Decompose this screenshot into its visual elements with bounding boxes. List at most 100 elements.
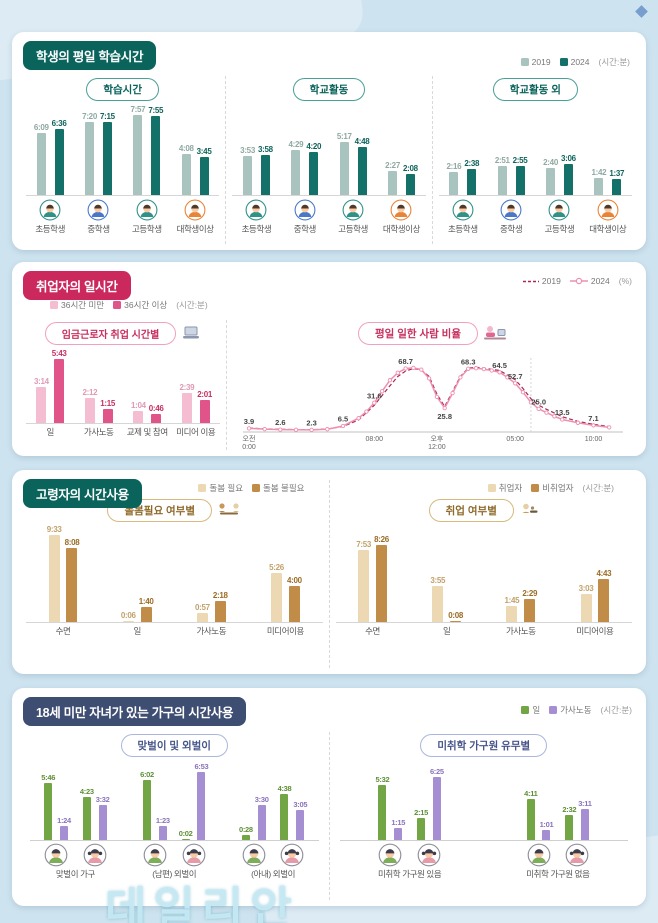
- category-label: 미디어 이용: [176, 427, 216, 437]
- bar-value: 1:40: [138, 596, 154, 606]
- chart-title-pill: 임금근로자 취업 시간별: [44, 321, 177, 345]
- line-marker-swatch-icon: [569, 277, 588, 285]
- section-title-households: 18세 미만 자녀가 있는 가구의 시간사용: [23, 697, 247, 726]
- legend-item: 돌봄 필요: [198, 482, 243, 494]
- wife-avatar-icon: [83, 843, 107, 867]
- bar-value: 7:55: [148, 105, 164, 115]
- legend-employ: 취업자 비취업자 (시간:분): [336, 480, 633, 495]
- student-avatar-icon: [171, 199, 219, 221]
- category-label: 고등학생: [131, 224, 162, 234]
- bar-series-2: [467, 168, 477, 195]
- avatars-row: [232, 199, 425, 221]
- chart-panel-study: 학습시간 6:09 6:36 7:20 7:15 7:57 7:55 4:08 3:45 초등학생…: [20, 76, 225, 244]
- household-member: 2:15 6:25: [414, 760, 444, 867]
- bar-series-1: [497, 166, 507, 195]
- bar-value: 4:20: [306, 141, 322, 151]
- legend-label: 돌봄 불필요: [263, 482, 305, 493]
- grouped-bars: 5:46 1:24 4:23 3:32 6:02 1:23 0:02 6:53 0:28 3:30…: [26, 760, 323, 867]
- bar-series-1: [84, 398, 95, 423]
- bar-series-2: [296, 809, 305, 840]
- legend-label: 가사노동: [560, 705, 592, 715]
- svg-text:2.6: 2.6: [275, 418, 285, 427]
- category-label: 일: [442, 626, 451, 636]
- cook-icon: [519, 502, 539, 518]
- bar-value: 3:55: [430, 576, 446, 586]
- legend-label: 비취업자: [542, 482, 574, 493]
- household-member: 4:38 3:05: [278, 760, 307, 867]
- bar-value: 0:28: [238, 825, 253, 835]
- bar-series-2: [151, 115, 161, 195]
- bar-series-2: [394, 827, 403, 840]
- bar-series-1: [241, 835, 250, 840]
- category-label: 수면: [365, 626, 380, 636]
- bar-pair: 4:11 1:01: [524, 760, 554, 840]
- category-row: 일 가사노동 교제 및 참여 미디어 이용: [26, 426, 220, 438]
- legend-swatch: [559, 58, 568, 66]
- bars-row: 3:53 3:58 4:29 4:20 5:17 4:48 2:27 2:08: [232, 104, 426, 196]
- category-label: 중학생: [293, 224, 317, 234]
- bar-value: 2:08: [402, 163, 418, 173]
- svg-text:68.7: 68.7: [398, 357, 413, 366]
- bar-series-1: [243, 156, 253, 195]
- bar-value: 7:20: [82, 111, 97, 121]
- chart-panel-outside: 학교활동 외 2:16 2:38 2:51 2:55 2:40 3:06 1:42 1:37 초등…: [431, 76, 638, 244]
- bar-value: 0:57: [195, 603, 210, 613]
- bar-value: 2:12: [82, 388, 98, 398]
- bar-pair: 5:26 4:00: [248, 525, 322, 623]
- category-row: 미취학 가구원 있음 미취학 가구원 없음: [336, 868, 633, 880]
- bar-series-2: [542, 829, 551, 840]
- student-avatar-icon: [74, 199, 122, 221]
- bar-series-1: [122, 620, 134, 623]
- household-member: 4:11 1:01: [524, 760, 554, 867]
- watermark: 데일리안: [105, 883, 299, 923]
- section-title-elderly: 고령자의 시간사용: [23, 479, 142, 508]
- bar-series-1: [526, 798, 535, 840]
- category-row: 맞벌이 가구 (남편) 외벌이 (아내) 외벌이: [26, 868, 323, 880]
- bar-series-1: [565, 814, 574, 840]
- household-member: 0:02 6:53: [179, 760, 209, 867]
- bar-value: 1:42: [591, 168, 607, 177]
- household-group: 5:46 1:24 4:23 3:32: [26, 760, 125, 867]
- chart-title-pill: 미취학 가구원 유무별: [420, 733, 548, 757]
- svg-text:08:00: 08:00: [366, 436, 384, 443]
- legend-work-ratio: 2019 2024 (%): [522, 276, 632, 286]
- household-member: 2:32 3:11: [562, 760, 592, 867]
- category-row: 수면 일 가사노동 미디어이용: [336, 625, 633, 637]
- chart-panel-preschool: 미취학 가구원 유무별 5:32 1:15 2:15 6:25 4:11 1:01 2:32 3…: [328, 732, 639, 900]
- category-label: 초등학생: [241, 224, 272, 234]
- husband-avatar-icon: [242, 843, 266, 867]
- svg-text:13.5: 13.5: [555, 408, 570, 417]
- chart-title-pill: 학습시간: [86, 77, 159, 101]
- chart-title-row: 평일 일한 사람 비율: [233, 321, 632, 345]
- bar-value: 3:11: [578, 798, 592, 808]
- svg-text:12:00: 12:00: [428, 444, 446, 451]
- category-label: 미취학 가구원 있음: [377, 869, 442, 879]
- bar-value: 1:23: [155, 816, 170, 826]
- legend-label: 36시간 미만: [61, 300, 105, 310]
- legend-swatch: [520, 58, 529, 66]
- student-avatar-icon: [329, 199, 377, 221]
- bar-series-1: [432, 586, 444, 622]
- bar-value: 2:29: [522, 589, 538, 599]
- bar-pair: 0:57 2:18: [174, 525, 248, 623]
- bar-pair: 4:23 3:32: [80, 760, 110, 840]
- category-label: (아내) 외벌이: [251, 869, 296, 879]
- bar-series-1: [506, 606, 518, 622]
- bar-value: 2:32: [562, 804, 577, 814]
- bar-value: 3:14: [33, 376, 49, 386]
- household-group: 0:28 3:30 4:38 3:05: [224, 760, 323, 867]
- card-workers: 취업자의 일시간 2019 2024 (%) 36시간 미만 36시간 이상 (시간:분…: [12, 262, 646, 456]
- bars-row: 3:14 5:43 2:12 1:15 1:04 0:46 2:39 2:01: [26, 348, 220, 424]
- bar-series-1: [449, 172, 459, 195]
- chart-title-row: 취업 여부별: [336, 498, 633, 522]
- bar-series-2: [98, 805, 107, 840]
- svg-text:오전: 오전: [243, 434, 256, 443]
- section-title-students: 학생의 평일 학습시간: [23, 41, 157, 70]
- category-label: 가사노동: [196, 626, 227, 636]
- bar-series-2: [580, 808, 589, 840]
- bar-pair: 7:53 8:26: [336, 525, 410, 622]
- category-label: 중학생: [87, 224, 110, 234]
- bar-pair: 6:09 6:36: [26, 104, 74, 195]
- laptop-icon: [181, 325, 201, 341]
